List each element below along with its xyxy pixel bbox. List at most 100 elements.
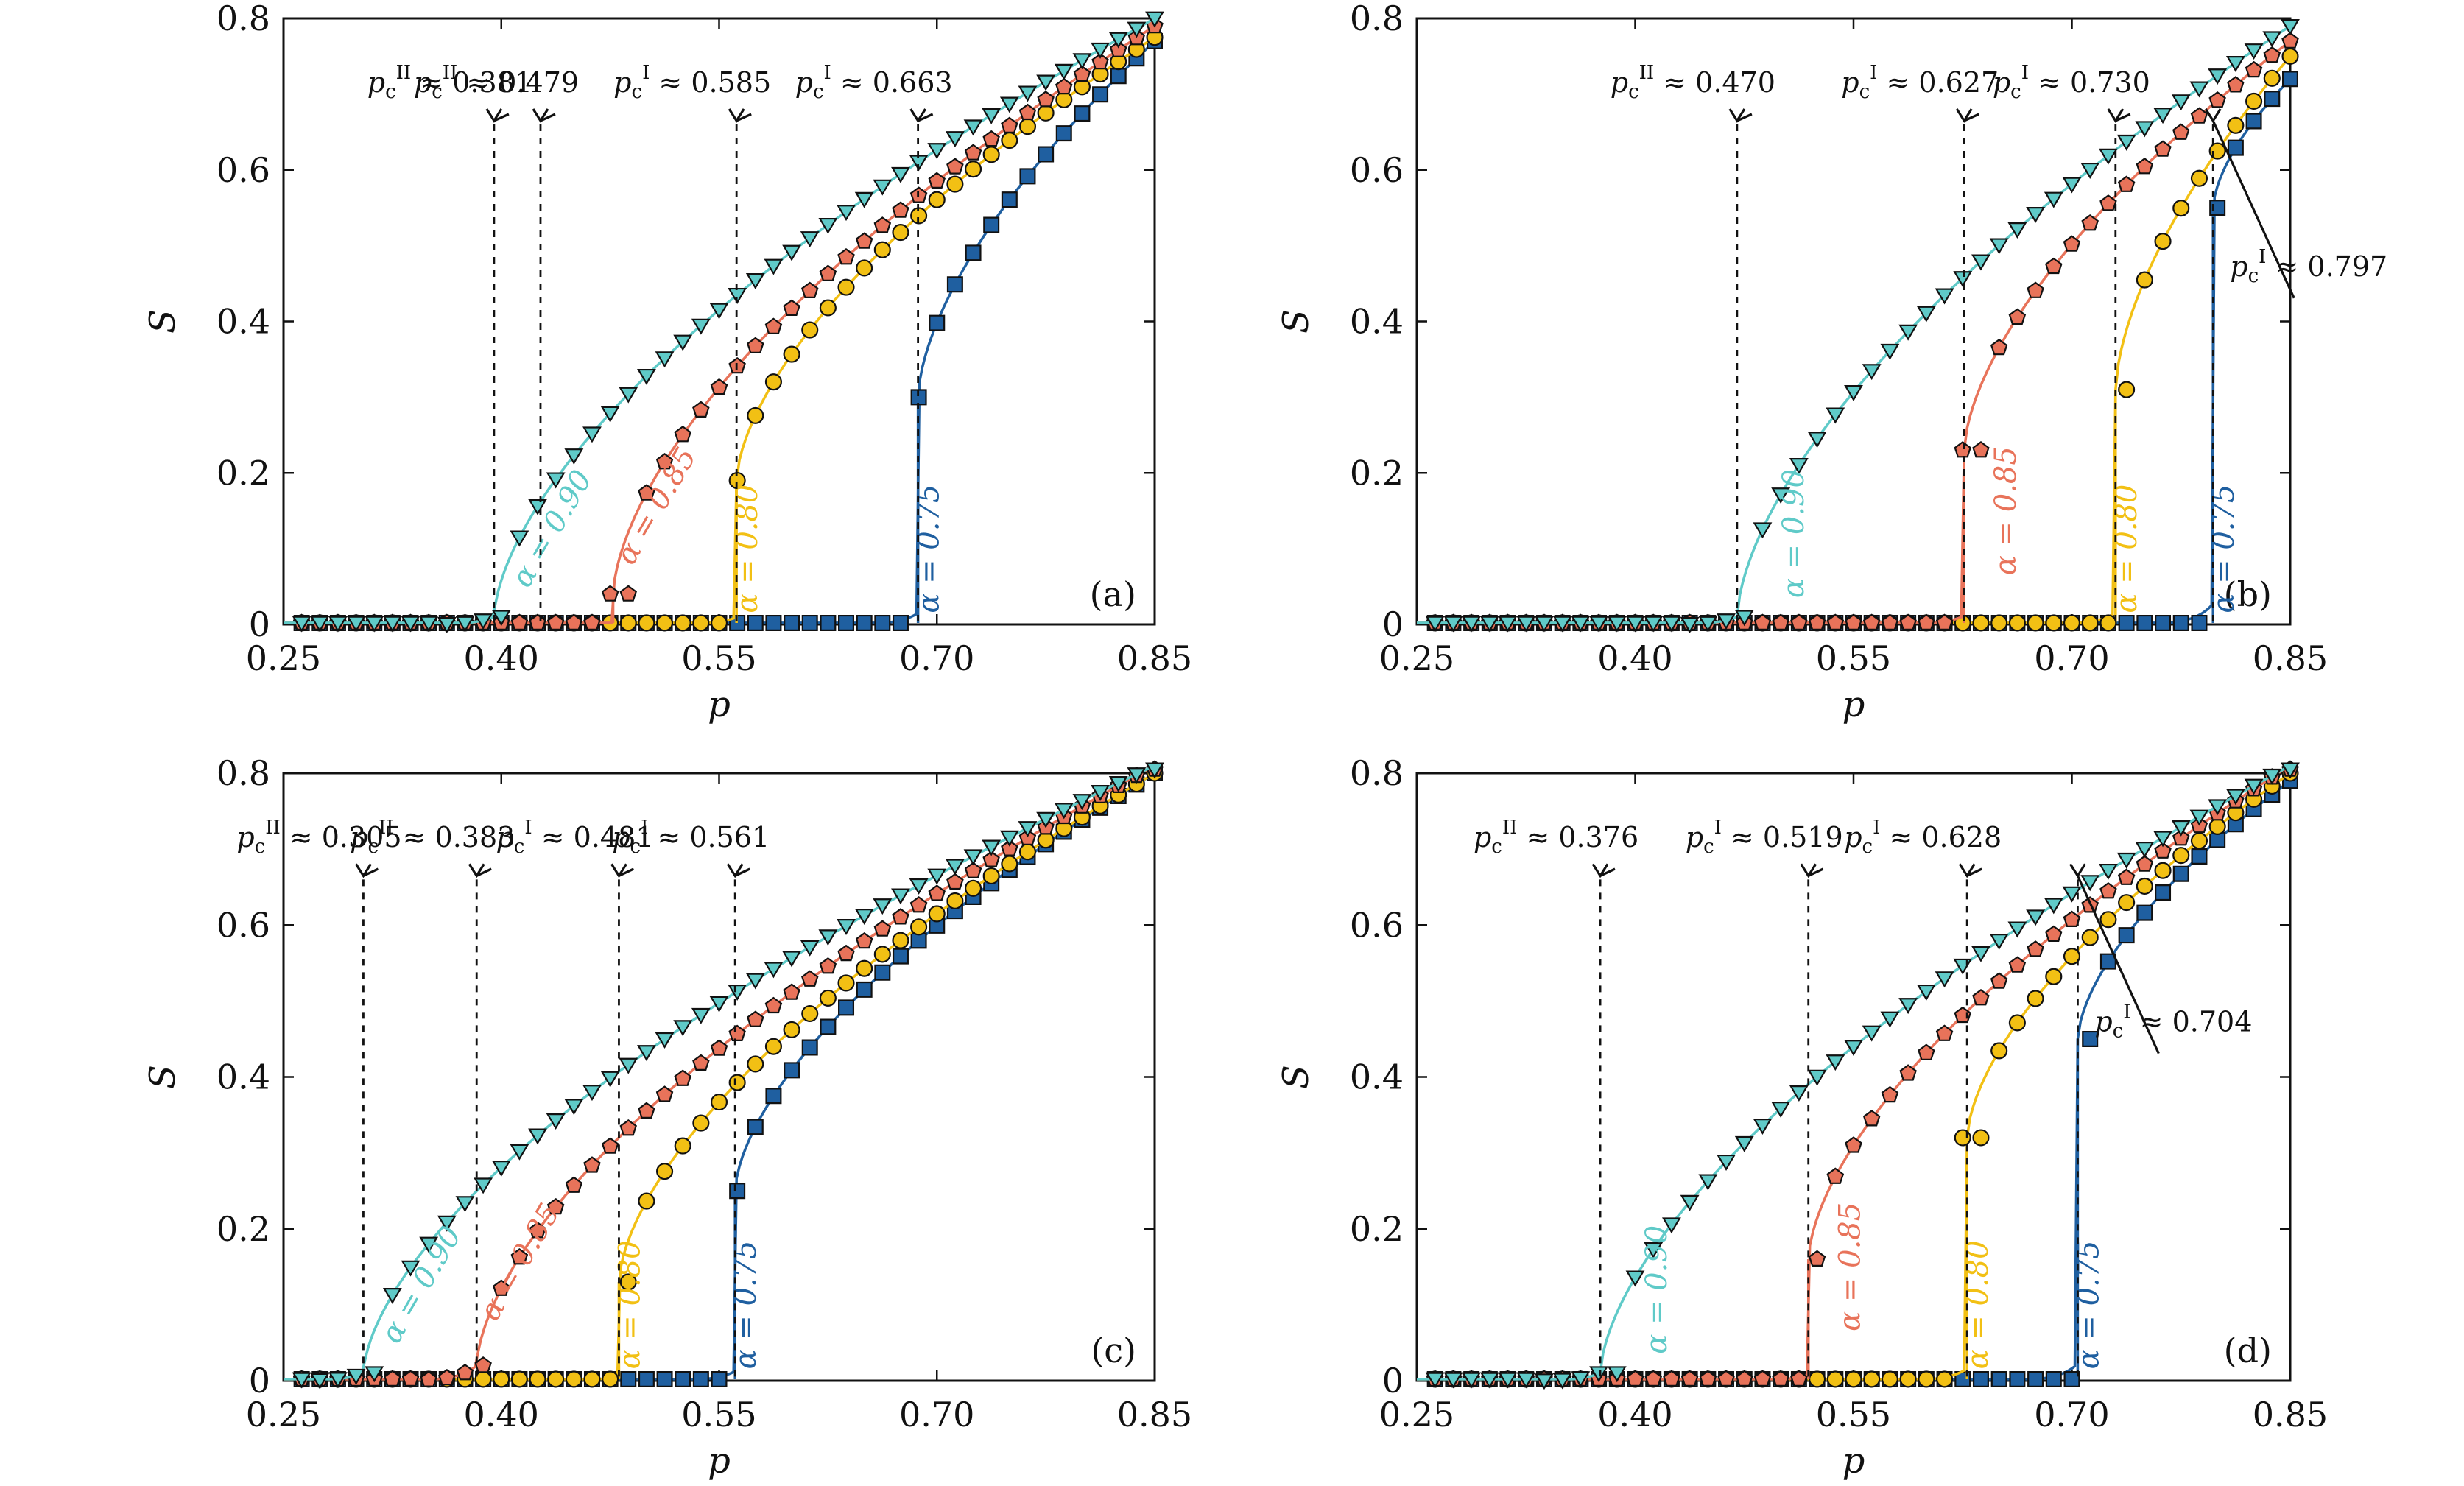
y-tick-label: 0 [249,1361,270,1401]
data-point [2118,381,2136,398]
annotation-arrow [1966,867,1982,877]
data-point [2245,92,2263,110]
data-point [745,973,765,990]
threshold-annotation: pcI ≈ 0.663 [795,62,953,103]
y-tick-label: 0.6 [1350,150,1404,190]
series-label: α = 0.90 [1640,1225,1674,1354]
data-point [1790,613,1808,630]
data-point [1699,1370,1717,1387]
data-point [529,1222,546,1239]
data-point [2262,31,2282,48]
data-point [2208,91,2226,108]
data-point [1055,125,1072,142]
data-point [892,948,909,965]
data-point [401,1260,420,1277]
data-point [946,276,963,293]
data-point [1037,91,1055,108]
data-point [1918,1370,1935,1388]
data-point [1443,616,1463,633]
threshold-annotation: pcII ≈ 0.305 [236,817,401,858]
data-point [437,616,457,633]
data-point [1054,803,1074,820]
x-axis-label: p [1842,1440,1865,1482]
data-point [1661,616,1681,633]
data-point [346,616,366,633]
data-point [1571,1371,1591,1388]
y-tick-label: 0.6 [217,150,270,190]
panel-label: (a) [1090,574,1136,614]
data-point [491,1161,511,1177]
data-point [2155,884,2172,901]
data-point [1789,458,1809,475]
data-point [855,932,873,949]
data-point [1110,68,1127,85]
data-point [2136,614,2153,631]
data-point [564,1099,584,1116]
data-point [2062,177,2082,194]
data-point [638,614,655,632]
data-point [692,1370,709,1387]
data-point [837,205,856,222]
data-point [874,964,891,981]
data-point [656,1370,673,1387]
data-point [2172,200,2190,217]
data-point [493,1370,510,1388]
data-point [1072,794,1092,811]
data-point [928,172,946,189]
data-point [837,919,856,936]
data-point [1753,1370,1772,1387]
x-axis-label: p [708,1440,731,1482]
data-point [365,616,384,633]
x-tick-label: 0.70 [899,638,974,678]
data-point [2172,829,2190,846]
data-point [782,951,802,968]
data-point [837,248,855,265]
y-tick-label: 0.6 [1350,905,1404,945]
data-point [2063,910,2081,927]
data-point [1607,1366,1627,1383]
data-point [709,303,729,320]
data-point [856,981,873,998]
data-point [1753,613,1772,630]
data-point [619,1119,637,1136]
data-point [1953,958,1973,975]
data-point [1644,1370,1662,1387]
data-point [1899,1064,1917,1081]
data-point [673,334,693,351]
data-point [1899,613,1917,630]
data-point [2189,81,2209,98]
data-point [1845,613,1862,630]
data-point [1772,613,1789,630]
data-point [2098,863,2118,880]
data-point [963,119,983,136]
data-point [2044,898,2063,915]
data-point [1001,132,1018,149]
data-point [1717,1154,1736,1171]
x-tick-label: 0.70 [899,1395,974,1434]
data-point [2044,191,2063,208]
series-curve [1417,78,2292,624]
data-point [1127,767,1147,784]
data-point [2045,968,2063,985]
data-point [1018,118,1037,135]
data-point [982,851,1000,867]
data-point [1826,1167,1845,1184]
arrow-head-icon [1591,863,1609,878]
data-point [1734,610,1754,627]
data-point [1127,21,1147,38]
data-point [2244,43,2264,60]
arrow-head-icon [1958,863,1976,878]
data-point [854,191,874,208]
data-point [619,387,638,404]
data-point [656,614,674,632]
data-point [2191,848,2208,865]
annotation-arrow [540,113,556,122]
data-point [674,1137,691,1155]
data-point [2099,882,2117,899]
data-point [856,259,873,277]
data-point [1772,1370,1789,1387]
data-point [782,244,802,261]
data-point [1001,855,1018,873]
data-point [328,1372,348,1389]
data-point [1935,1370,1954,1388]
